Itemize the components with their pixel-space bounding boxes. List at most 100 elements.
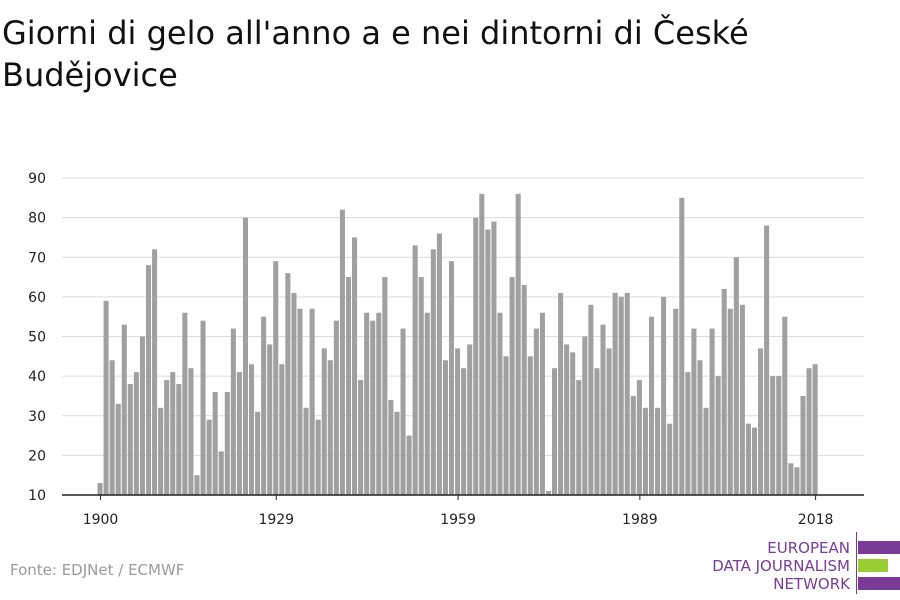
bar-1927 [261, 316, 267, 495]
bar-1917 [200, 320, 206, 495]
y-tick-label: 40 [28, 369, 46, 385]
source-note: Fonte: EDJNet / ECMWF [10, 561, 185, 579]
bar-1945 [370, 320, 376, 495]
bar-1952 [412, 245, 418, 495]
bar-1974 [545, 491, 551, 495]
bar-1966 [497, 312, 503, 495]
bar-1942 [352, 237, 358, 495]
bar-1998 [691, 328, 697, 495]
bar-1985 [612, 292, 618, 495]
bar-1950 [400, 328, 406, 495]
bar-1972 [533, 328, 539, 495]
bar-1928 [267, 344, 273, 495]
bar-1916 [194, 475, 200, 495]
logo-divider [856, 532, 857, 594]
bar-2016 [800, 395, 806, 495]
bar-1984 [606, 348, 612, 495]
bar-1914 [182, 312, 188, 495]
y-tick-label: 50 [28, 330, 46, 346]
bar-2010 [764, 225, 770, 496]
x-tick-label: 1929 [258, 512, 294, 528]
bar-1935 [309, 308, 315, 495]
bar-1925 [249, 364, 255, 495]
bar-1962 [473, 217, 479, 496]
bar-2002 [715, 376, 721, 496]
bar-2005 [733, 257, 739, 495]
bar-1921 [224, 391, 230, 495]
bar-1910 [158, 407, 164, 495]
bar-1971 [527, 356, 533, 495]
bar-2017 [806, 368, 812, 495]
bar-1956 [436, 233, 442, 496]
bar-1957 [442, 360, 448, 495]
bar-1969 [515, 193, 521, 495]
bar-2012 [776, 376, 782, 496]
bar-2014 [788, 463, 794, 495]
bar-1980 [582, 336, 588, 495]
bar-1987 [624, 292, 630, 495]
bar-1976 [558, 292, 564, 495]
bar-1918 [206, 419, 212, 495]
x-axis-ticks: 1900 1929 1959 1989 2018 [83, 495, 834, 528]
x-tick-label: 2018 [798, 512, 834, 528]
bar-2001 [709, 328, 715, 495]
bar-1907 [139, 336, 145, 495]
x-tick-label: 1989 [622, 512, 658, 528]
bar-1948 [388, 399, 394, 495]
bar-2009 [758, 348, 764, 495]
bar-1949 [394, 411, 400, 495]
bar-1906 [133, 372, 139, 495]
bar-2004 [727, 308, 733, 495]
bar-1909 [152, 249, 158, 495]
bar-2015 [794, 467, 800, 495]
bar-1938 [327, 360, 333, 495]
bar-1908 [145, 265, 152, 495]
bar-1900 [97, 483, 103, 495]
bar-1993 [661, 296, 667, 496]
bar-1931 [285, 273, 291, 495]
bar-1964 [485, 229, 491, 495]
bar-1970 [521, 284, 527, 495]
bar-1943 [358, 380, 364, 495]
bar-1992 [655, 407, 661, 495]
bar-1958 [448, 261, 455, 495]
bar-1996 [679, 197, 685, 495]
bar-1977 [564, 344, 570, 495]
bar-1936 [315, 419, 321, 495]
x-tick-label: 1959 [440, 512, 476, 528]
bar-1959 [455, 348, 461, 495]
bar-1902 [109, 360, 115, 495]
bar-1975 [552, 368, 558, 495]
bar-1930 [279, 364, 285, 495]
bar-1988 [630, 395, 636, 495]
bar-1981 [588, 304, 594, 495]
bar-1903 [115, 403, 121, 495]
bar-1965 [491, 221, 497, 495]
bar-1940 [339, 209, 345, 495]
bar-1960 [461, 368, 467, 495]
bar-1933 [297, 308, 303, 495]
bar-1979 [576, 380, 582, 495]
bar-1946 [376, 312, 382, 495]
bar-2000 [703, 407, 709, 495]
bar-1911 [164, 380, 170, 495]
edjnet-logo[interactable]: EUROPEAN DATA JOURNALISM NETWORK [706, 530, 900, 594]
y-tick-label: 20 [28, 448, 46, 464]
bar-1944 [364, 312, 370, 495]
bar-1961 [467, 344, 473, 495]
bar-2018 [812, 364, 818, 495]
y-axis-ticks: 10 20 30 40 50 60 70 80 90 [28, 171, 46, 504]
y-tick-label: 80 [28, 211, 46, 227]
bar-1912 [170, 372, 176, 495]
bar-1947 [382, 277, 388, 495]
bar-1904 [121, 324, 127, 495]
bar-1973 [539, 312, 545, 495]
bar-1923 [236, 372, 242, 495]
bar-1934 [303, 407, 309, 495]
bar-2008 [751, 427, 758, 495]
bar-1999 [697, 360, 703, 495]
y-tick-label: 90 [28, 171, 46, 187]
bar-1915 [188, 368, 194, 495]
bar-1919 [212, 391, 218, 495]
bar-1926 [255, 411, 261, 495]
